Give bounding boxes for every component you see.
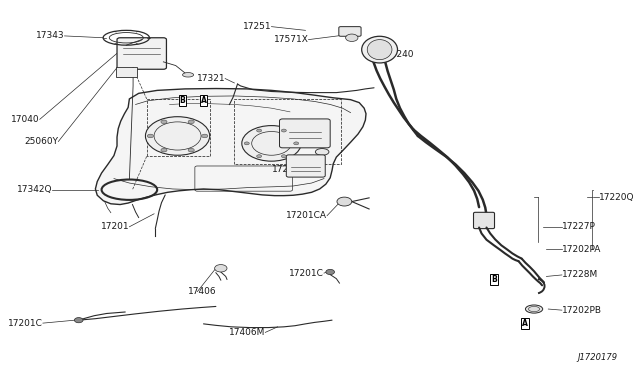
Circle shape xyxy=(202,134,208,138)
Text: 17201CA: 17201CA xyxy=(286,211,327,220)
Circle shape xyxy=(74,318,83,323)
FancyBboxPatch shape xyxy=(116,67,137,77)
Circle shape xyxy=(242,126,301,161)
Text: 17321: 17321 xyxy=(196,74,225,83)
Text: 17040: 17040 xyxy=(11,115,40,124)
Text: 17220Q: 17220Q xyxy=(599,193,634,202)
FancyBboxPatch shape xyxy=(117,38,166,69)
Circle shape xyxy=(214,264,227,272)
Circle shape xyxy=(326,269,335,275)
Circle shape xyxy=(337,197,352,206)
Text: 17201: 17201 xyxy=(100,222,129,231)
Text: 17201C: 17201C xyxy=(289,269,324,278)
Circle shape xyxy=(282,129,286,132)
Ellipse shape xyxy=(316,148,329,155)
Circle shape xyxy=(161,148,167,152)
Text: 17406: 17406 xyxy=(188,287,217,296)
Text: 17212E: 17212E xyxy=(262,131,296,141)
Text: B: B xyxy=(491,275,497,284)
Text: 17202PB: 17202PB xyxy=(562,306,602,315)
Text: 17228M: 17228M xyxy=(562,270,598,279)
Text: 17251: 17251 xyxy=(243,22,271,31)
Ellipse shape xyxy=(367,39,392,60)
Circle shape xyxy=(257,129,262,132)
Ellipse shape xyxy=(182,73,194,77)
Circle shape xyxy=(346,34,358,41)
Circle shape xyxy=(294,142,299,145)
FancyBboxPatch shape xyxy=(280,119,330,148)
Text: 17290M: 17290M xyxy=(272,165,308,174)
Circle shape xyxy=(145,117,210,155)
FancyBboxPatch shape xyxy=(339,27,361,36)
Text: 17406M: 17406M xyxy=(229,328,266,337)
Circle shape xyxy=(244,142,249,145)
Polygon shape xyxy=(95,89,366,205)
Circle shape xyxy=(188,148,195,152)
Circle shape xyxy=(282,155,286,158)
Text: B: B xyxy=(180,96,186,105)
Text: J1720179: J1720179 xyxy=(577,353,618,362)
Text: A: A xyxy=(522,319,528,328)
Circle shape xyxy=(161,120,167,124)
Text: 17240: 17240 xyxy=(386,50,414,59)
FancyBboxPatch shape xyxy=(286,155,325,177)
Ellipse shape xyxy=(525,305,543,313)
Circle shape xyxy=(188,120,195,124)
Circle shape xyxy=(147,134,154,138)
Text: 17571X: 17571X xyxy=(274,35,308,44)
Text: A: A xyxy=(200,96,207,105)
Text: 17342Q: 17342Q xyxy=(17,185,52,194)
Text: 17202PA: 17202PA xyxy=(562,244,601,253)
Text: 25060Y: 25060Y xyxy=(24,137,58,146)
Circle shape xyxy=(257,155,262,158)
Ellipse shape xyxy=(362,36,397,63)
Text: 17227P: 17227P xyxy=(562,222,596,231)
FancyBboxPatch shape xyxy=(474,212,495,229)
Text: 17343: 17343 xyxy=(36,31,65,41)
Text: 17201C: 17201C xyxy=(8,319,43,328)
